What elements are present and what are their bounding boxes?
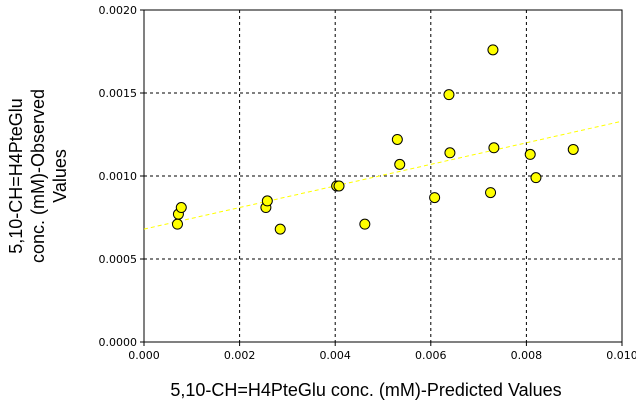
y-axis-title-line-1: 5,10-CH=H4PteGlu: [6, 98, 26, 254]
x-tick-label: 0.002: [224, 349, 256, 362]
data-point: [391, 133, 403, 145]
x-tick-label: 0.010: [606, 349, 636, 362]
x-tick-label: 0.008: [511, 349, 543, 362]
axis-ticks: 0.000 0.002 0.004 0.006 0.008 0.010 0.0000 0.00…: [99, 4, 636, 362]
y-tick-label: 0.0010: [99, 170, 138, 183]
data-point: [487, 44, 499, 56]
y-axis-title-line-3: Values: [50, 149, 70, 203]
data-point: [274, 223, 286, 235]
x-tick-label: 0.006: [415, 349, 447, 362]
y-tick-label: 0.0020: [99, 4, 138, 17]
data-point: [394, 158, 406, 170]
data-point: [444, 147, 456, 159]
plot-area: [143, 9, 623, 343]
data-point: [429, 192, 441, 204]
data-point: [524, 148, 536, 160]
y-axis-title: 5,10-CH=H4PteGlu conc. (mM)-Observed Val…: [6, 89, 70, 263]
data-point: [175, 202, 187, 214]
data-point: [488, 142, 500, 154]
x-tick-label: 0.000: [128, 349, 160, 362]
data-point: [567, 143, 579, 155]
y-tick-label: 0.0015: [99, 87, 138, 100]
data-point: [171, 218, 183, 230]
data-point: [333, 180, 345, 192]
data-point: [530, 172, 542, 184]
y-axis-title-line-2: conc. (mM)-Observed: [28, 89, 48, 263]
data-point: [359, 218, 371, 230]
data-point: [485, 187, 497, 199]
data-points: [171, 44, 579, 235]
y-tick-label: 0.0000: [99, 336, 138, 349]
trend-line: [143, 120, 623, 230]
data-point: [443, 89, 455, 101]
x-axis-title: 5,10-CH=H4PteGlu conc. (mM)-Predicted Va…: [170, 380, 561, 400]
y-tick-label: 0.0005: [99, 253, 138, 266]
x-tick-label: 0.004: [319, 349, 351, 362]
grid-lines: [144, 10, 622, 342]
data-point: [261, 195, 273, 207]
